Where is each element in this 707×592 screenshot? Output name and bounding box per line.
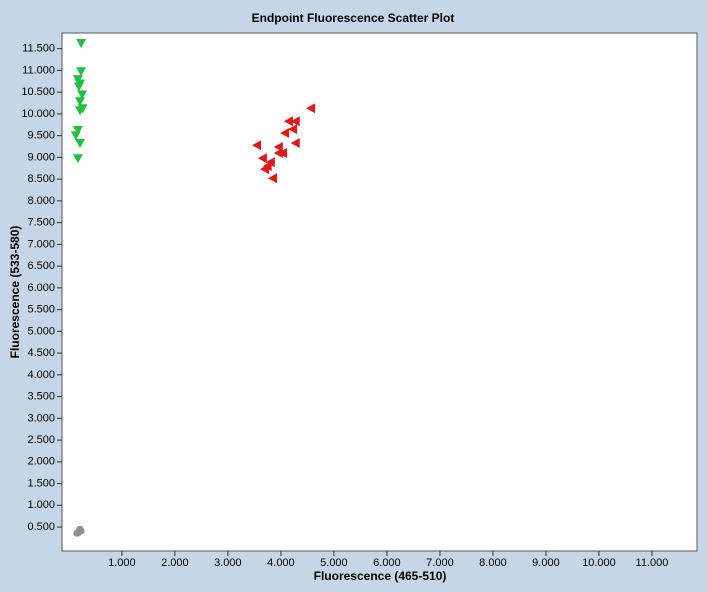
point <box>306 103 316 114</box>
point <box>70 131 81 141</box>
point <box>280 128 290 139</box>
point <box>252 140 262 151</box>
point <box>273 148 283 159</box>
y-tick-label: 11.000 <box>22 64 55 76</box>
point <box>260 164 270 175</box>
y-tick-label: 11.500 <box>22 43 55 55</box>
point <box>290 116 300 127</box>
point <box>77 90 88 100</box>
y-tick-label: 2.000 <box>27 456 55 468</box>
point <box>72 154 83 164</box>
y-tick-label: 7.000 <box>27 238 55 250</box>
x-tick-label: 3.000 <box>214 557 242 569</box>
x-tick-label: 7.000 <box>426 557 454 569</box>
point <box>75 106 86 116</box>
plot-area <box>61 32 698 552</box>
x-tick-label: 4.000 <box>267 557 295 569</box>
y-tick-label: 2.500 <box>27 434 55 446</box>
y-tick-label: 9.500 <box>27 130 55 142</box>
y-tick-label: 5.000 <box>27 325 55 337</box>
x-tick-label: 11.000 <box>636 557 669 569</box>
x-tick-label: 1.000 <box>108 557 136 569</box>
point <box>288 124 298 135</box>
point <box>75 97 86 107</box>
x-tick-label: 9.000 <box>532 557 560 569</box>
y-tick-label: 4.500 <box>27 347 55 359</box>
y-axis-label: Fluorescence (533-580) <box>8 226 22 359</box>
y-tick-label: 3.000 <box>27 412 55 424</box>
point <box>283 116 293 127</box>
point <box>76 67 87 77</box>
y-tick-label: 5.500 <box>27 304 55 316</box>
y-tick-label: 9.000 <box>27 151 55 163</box>
y-tick-label: 0.500 <box>27 521 55 533</box>
point <box>73 82 84 92</box>
y-tick-label: 4.000 <box>27 369 55 381</box>
y-tick-label: 7.500 <box>27 217 55 229</box>
x-tick-label: 5.000 <box>320 557 348 569</box>
point <box>257 153 267 164</box>
x-tick-label: 10.000 <box>582 557 616 569</box>
point <box>267 173 277 184</box>
x-tick-label: 2.000 <box>161 557 189 569</box>
x-tick-label: 6.000 <box>373 557 401 569</box>
y-tick-label: 8.000 <box>27 195 55 207</box>
y-tick-label: 1.500 <box>27 477 55 489</box>
point <box>75 527 83 535</box>
y-tick-label: 6.000 <box>27 282 55 294</box>
y-tick-label: 6.500 <box>27 260 55 272</box>
y-tick-label: 3.500 <box>27 391 55 403</box>
chart-title: Endpoint Fluorescence Scatter Plot <box>252 11 455 25</box>
y-tick-label: 10.000 <box>21 108 55 120</box>
point <box>72 125 83 135</box>
y-tick-label: 10.500 <box>21 86 55 98</box>
point <box>290 138 300 149</box>
x-axis-label: Fluorescence (465-510) <box>314 569 447 583</box>
y-tick-label: 1.000 <box>27 499 55 511</box>
x-tick-label: 8.000 <box>479 557 507 569</box>
y-tick-label: 8.500 <box>27 173 55 185</box>
point <box>76 39 87 49</box>
point <box>75 139 86 149</box>
